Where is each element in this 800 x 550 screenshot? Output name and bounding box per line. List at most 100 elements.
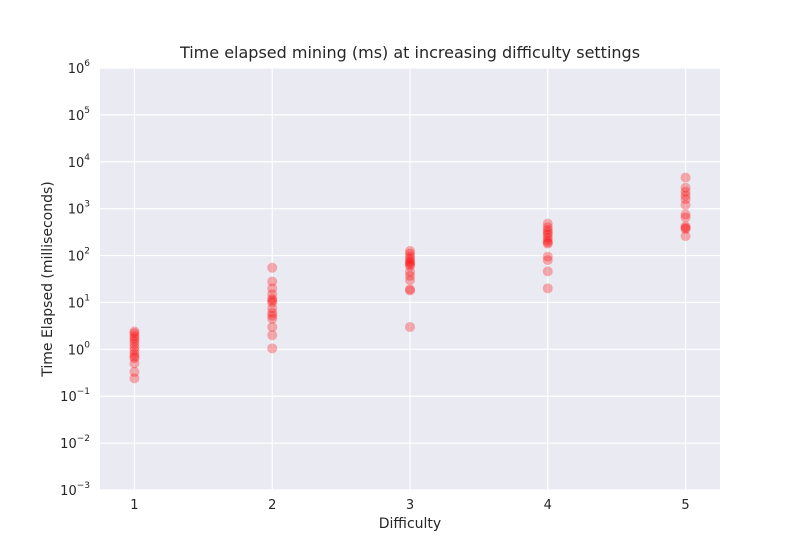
y-tick-exponent: −3 — [77, 481, 90, 491]
data-point — [405, 284, 415, 295]
y-tick-base: 10 — [60, 390, 77, 405]
y-tick-label: 104 — [68, 153, 91, 171]
data-point — [680, 209, 691, 220]
data-point — [542, 238, 553, 249]
x-tick-label: 5 — [681, 498, 689, 513]
data-point — [405, 285, 415, 296]
data-point — [405, 256, 415, 267]
data-point — [129, 333, 140, 344]
data-point — [680, 190, 691, 201]
data-point — [405, 259, 415, 270]
data-point — [542, 255, 553, 266]
data-point — [542, 225, 553, 236]
data-point — [129, 351, 140, 362]
data-point — [680, 231, 691, 242]
data-point — [542, 227, 553, 238]
y-tick-exponent: −1 — [77, 387, 90, 397]
y-tick-base: 10 — [60, 437, 77, 452]
data-point — [542, 232, 553, 243]
data-point — [680, 212, 691, 223]
data-point — [405, 275, 415, 286]
data-point — [680, 172, 691, 183]
data-point — [405, 246, 415, 257]
grid-lines — [100, 67, 720, 491]
data-point — [129, 328, 140, 339]
data-point — [267, 293, 278, 304]
y-tick-base: 10 — [60, 484, 77, 499]
y-axis-title: Time Elapsed (milliseconds) — [40, 181, 56, 378]
data-point — [267, 283, 278, 294]
data-point — [542, 218, 553, 229]
y-tick-label: 103 — [68, 200, 90, 218]
y-tick-exponent: 4 — [84, 153, 90, 163]
data-point — [680, 222, 691, 233]
data-point — [267, 276, 278, 287]
data-point — [267, 262, 278, 273]
y-tick-exponent: 2 — [84, 247, 90, 257]
y-tick-label: 101 — [68, 293, 90, 311]
data-point — [542, 222, 553, 233]
y-tick-exponent: 5 — [84, 106, 90, 116]
data-point — [542, 235, 553, 246]
data-point — [129, 373, 140, 384]
y-tick-base: 10 — [68, 62, 85, 77]
data-point — [267, 330, 278, 341]
data-point — [405, 270, 415, 281]
data-point — [405, 257, 415, 268]
data-point — [405, 321, 415, 332]
y-tick-exponent: 6 — [84, 59, 90, 69]
chart-title: Time elapsed mining (ms) at increasing d… — [179, 43, 640, 62]
y-tick-exponent: −2 — [77, 434, 90, 444]
y-tick-label: 105 — [68, 106, 90, 124]
data-point — [129, 326, 140, 337]
data-point — [680, 223, 691, 234]
data-point — [542, 237, 553, 248]
data-point — [542, 283, 553, 294]
data-point — [129, 358, 140, 369]
data-point — [680, 199, 691, 210]
y-tick-label: 102 — [68, 247, 90, 265]
data-point — [680, 221, 691, 232]
data-point — [267, 321, 278, 332]
y-tick-base: 10 — [68, 156, 85, 171]
x-axis-ticks: 1 2 3 4 5 — [130, 498, 689, 513]
y-tick-label: 10−2 — [60, 434, 90, 452]
data-point — [405, 248, 415, 259]
data-point — [129, 331, 140, 342]
y-tick-base: 10 — [68, 296, 85, 311]
data-point — [680, 182, 691, 193]
data-point — [129, 336, 140, 347]
data-point — [405, 253, 415, 264]
y-tick-base: 10 — [68, 343, 85, 358]
data-points — [129, 172, 691, 384]
data-point — [129, 342, 140, 353]
y-tick-base: 10 — [68, 203, 85, 218]
x-tick-label: 3 — [406, 498, 414, 513]
data-point — [405, 260, 415, 271]
x-axis-title: Difficulty — [379, 516, 441, 532]
data-point — [267, 343, 278, 354]
x-tick-label: 4 — [544, 498, 552, 513]
y-tick-label: 10−1 — [60, 387, 90, 405]
data-point — [542, 266, 553, 277]
y-tick-label: 10−3 — [60, 481, 90, 499]
y-tick-label: 100 — [68, 340, 91, 358]
data-point — [680, 186, 691, 197]
data-point — [129, 366, 140, 377]
data-point — [129, 338, 140, 349]
y-tick-exponent: 1 — [84, 293, 90, 303]
data-point — [267, 295, 278, 306]
data-point — [680, 194, 691, 205]
data-point — [267, 289, 278, 300]
data-point — [267, 310, 278, 321]
x-tick-label: 1 — [130, 498, 138, 513]
data-point — [267, 313, 278, 324]
y-tick-label: 106 — [68, 59, 91, 77]
data-point — [129, 345, 140, 356]
y-tick-exponent: 3 — [84, 200, 90, 210]
data-point — [542, 229, 553, 240]
data-point — [405, 266, 415, 277]
y-tick-exponent: 0 — [84, 340, 90, 350]
data-point — [267, 297, 278, 308]
